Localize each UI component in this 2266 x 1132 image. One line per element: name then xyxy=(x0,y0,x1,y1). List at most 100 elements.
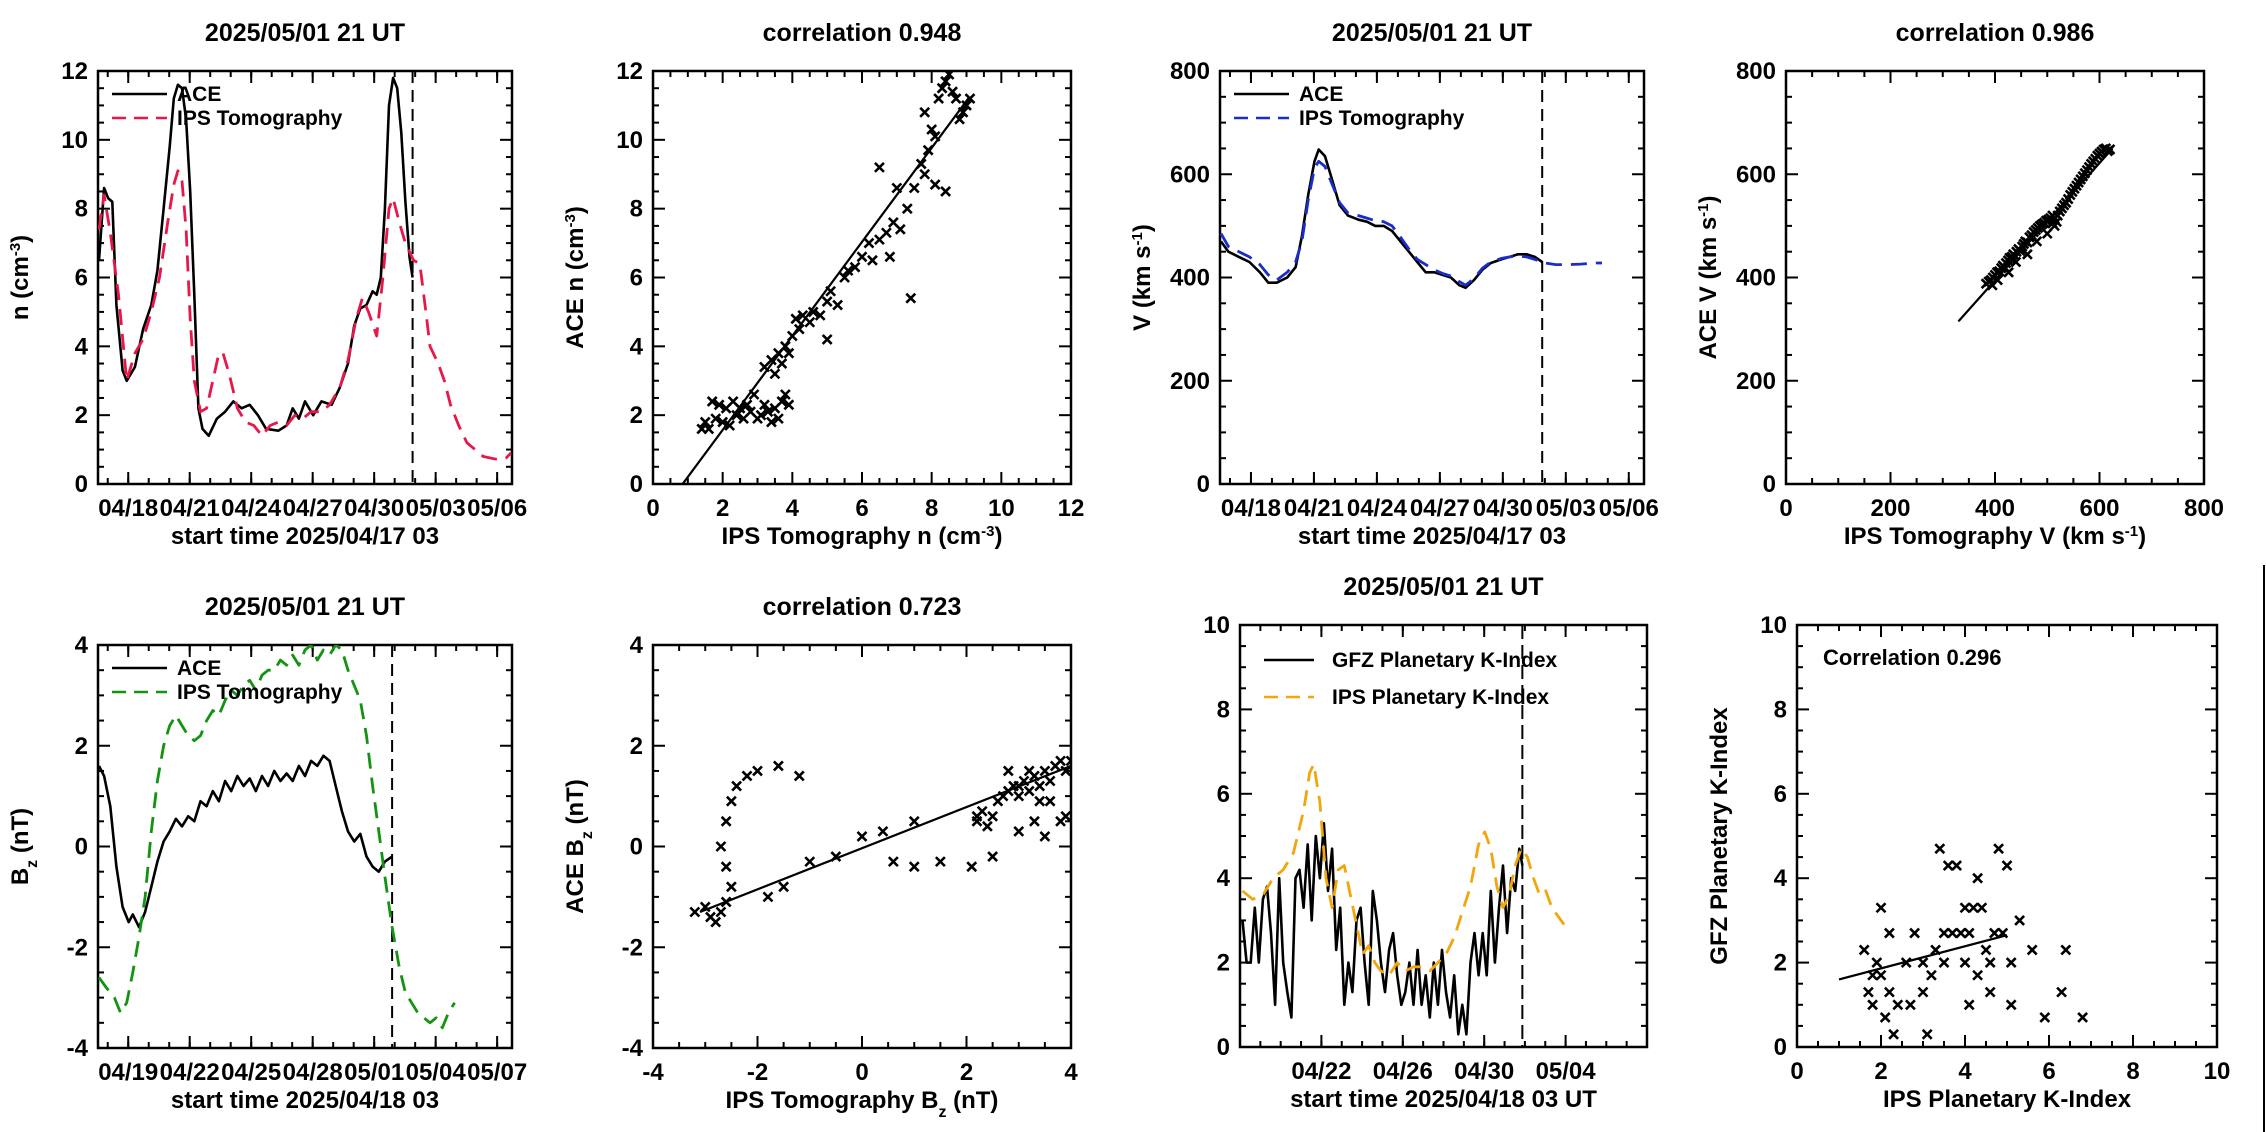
y-tick-label: 4 xyxy=(1774,865,1788,892)
scatter-point xyxy=(940,75,952,87)
scatter-point xyxy=(762,891,774,903)
scatter-point xyxy=(1909,927,1921,939)
x-tick-label: 04/22 xyxy=(1291,1058,1351,1085)
bz-timeseries-y-axis-label: Bz (nT) xyxy=(7,808,41,885)
density-scatter-y-axis-label: ACE n (cm-3) xyxy=(562,206,590,349)
y-tick-label: 0 xyxy=(1774,1034,1787,1061)
y-tick-label: 0 xyxy=(630,834,643,861)
scatter-point xyxy=(947,86,958,98)
x-tick-label: 05/07 xyxy=(467,1059,527,1086)
scatter-point xyxy=(1879,1012,1891,1023)
scatter-point xyxy=(936,82,948,94)
scatter-point xyxy=(752,765,763,777)
scatter-point xyxy=(1888,1028,1900,1040)
scatter-point xyxy=(1917,986,1929,998)
density-scatter-panel: 0 2 4 6 8 10 12 0 2 4 6 8 10 12 correlation 0.948 IPS T… xyxy=(562,19,1085,550)
scatter-point xyxy=(1013,780,1025,792)
kp-scatter-x-axis-label: IPS Planetary K-Index xyxy=(1883,1086,2132,1113)
legend-label-1: IPS Tomography xyxy=(1299,107,1465,130)
x-tick-label: 600 xyxy=(2079,495,2119,522)
y-tick-label: -4 xyxy=(622,1035,644,1062)
scatter-point xyxy=(1997,927,2009,939)
y-tick-label: 8 xyxy=(1217,696,1230,723)
velocity-timeseries-data xyxy=(1220,71,1602,484)
x-tick-label: 4 xyxy=(1064,1059,1078,1086)
x-tick-label: 04/24 xyxy=(221,495,282,522)
scatter-point xyxy=(734,402,746,414)
bz-timeseries-data xyxy=(98,645,456,1048)
density-scatter-title: correlation 0.948 xyxy=(763,19,962,47)
x-tick-label: 05/04 xyxy=(406,1059,467,1086)
x-tick-label: 05/03 xyxy=(1536,495,1596,522)
y-tick-label: -2 xyxy=(67,934,88,961)
kp-timeseries-series-observed-line xyxy=(1241,822,1524,1036)
y-tick-label: 2 xyxy=(75,733,88,760)
scatter-point xyxy=(1986,279,1998,291)
scatter-point xyxy=(741,399,753,411)
scatter-point xyxy=(725,881,737,893)
scatter-point xyxy=(1034,795,1046,807)
scatter-point xyxy=(964,93,976,104)
scatter-point xyxy=(1963,999,1975,1011)
scatter-point xyxy=(873,161,885,173)
scatter-point xyxy=(1034,780,1046,792)
kp-timeseries-series-model-line xyxy=(1241,762,1566,977)
scatter-point xyxy=(821,334,833,345)
density-timeseries-panel: 0 2 4 6 8 10 12 04/18 04/21 04/24 04/27 04/30 05/03 0… xyxy=(7,19,528,550)
scatter-point xyxy=(793,323,805,335)
x-tick-label: 0 xyxy=(1790,1058,1803,1085)
scatter-point xyxy=(2001,860,2013,871)
scatter-point xyxy=(987,810,999,822)
scatter-point xyxy=(954,113,965,125)
density-timeseries-series-model-line xyxy=(98,169,512,462)
y-tick-label: 400 xyxy=(1170,265,1210,292)
y-tick-label: -2 xyxy=(622,934,643,961)
scatter-point xyxy=(2021,248,2033,260)
scatter-point xyxy=(1867,999,1879,1011)
y-tick-label: 12 xyxy=(616,58,643,85)
scatter-point xyxy=(1938,957,1950,969)
x-tick-label: 04/30 xyxy=(344,495,404,522)
scatter-point xyxy=(720,861,732,873)
scatter-point xyxy=(783,347,795,359)
y-tick-label: 6 xyxy=(75,265,88,292)
scatter-point xyxy=(2005,957,2017,969)
scatter-point xyxy=(731,409,743,421)
x-tick-label: -4 xyxy=(642,1059,664,1086)
scatter-point xyxy=(720,896,732,908)
density-timeseries-series-observed-line xyxy=(98,76,414,438)
velocity-scatter-x-axis-label: IPS Tomography V (km s-1) xyxy=(1844,523,2146,551)
scatter-point xyxy=(2026,944,2038,956)
scatter-point xyxy=(1967,902,1979,914)
scatter-point xyxy=(943,71,955,80)
scatter-point xyxy=(790,313,802,325)
scatter-point xyxy=(915,158,927,170)
scatter-point xyxy=(908,861,920,873)
velocity-scatter-title: correlation 0.986 xyxy=(1896,19,2095,47)
scatter-point xyxy=(710,413,722,425)
scatter-point xyxy=(1946,927,1958,939)
y-tick-label: 6 xyxy=(1217,781,1230,808)
kp-scatter-fit-line xyxy=(1838,934,2008,981)
scatter-point xyxy=(778,881,790,893)
y-tick-label: 2 xyxy=(75,402,88,429)
y-tick-label: 2 xyxy=(630,733,643,760)
density-scatter-x-axis-label: IPS Tomography n (cm-3) xyxy=(722,523,1003,551)
bz-timeseries-panel: -4 -2 0 2 4 04/19 04/22 04/25 04/28 05/01 05/04 05/… xyxy=(7,593,527,1114)
density-scatter-data xyxy=(681,71,976,484)
x-tick-label: 8 xyxy=(925,495,938,522)
scatter-point xyxy=(779,340,791,352)
scatter-point xyxy=(1875,902,1887,914)
scatter-point xyxy=(929,130,941,142)
x-tick-label: 04/22 xyxy=(160,1059,220,1086)
velocity-scatter-panel: 0 200 400 600 800 0 200 400 600 800 correlation 0.… xyxy=(1695,19,2225,550)
scatter-point xyxy=(1867,969,1879,981)
scatter-point xyxy=(832,299,844,311)
scatter-point xyxy=(856,251,868,263)
scatter-point xyxy=(715,841,727,852)
legend-label-0: GFZ Planetary K-Index xyxy=(1332,649,1558,672)
scatter-point xyxy=(748,389,760,400)
scatter-point xyxy=(950,93,962,104)
